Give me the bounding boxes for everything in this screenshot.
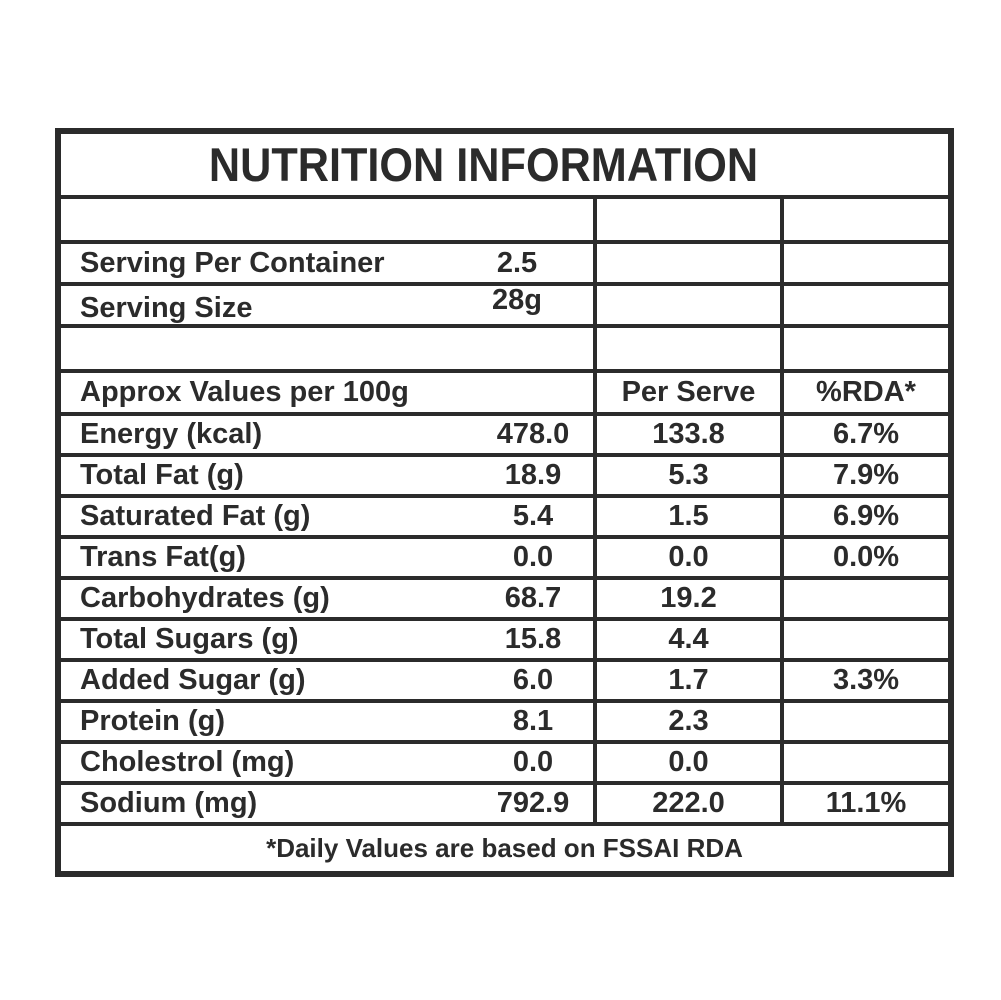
serving-size-label: Serving Size <box>80 291 253 324</box>
nutrient-name-cell: Trans Fat(g) 0.0 <box>56 535 597 580</box>
per-serve-value: 1.5 <box>593 494 784 539</box>
nutrient-name: Sodium (mg) <box>80 787 258 820</box>
nutrient-row-added-sugar: Added Sugar (g) 6.0 1.7 3.3% <box>56 658 954 703</box>
empty-cell <box>56 195 597 244</box>
nutrient-name-cell: Total Sugars (g) 15.8 <box>56 617 597 662</box>
nutrient-name-cell: Added Sugar (g) 6.0 <box>56 658 597 703</box>
nutrient-name-cell: Carbohydrates (g) 68.7 <box>56 576 597 621</box>
per-100g-value: 6.0 <box>512 664 554 697</box>
rda-value: 7.9% <box>779 453 954 498</box>
per-100g-value: 0.0 <box>512 746 554 779</box>
nutrient-row-total-fat: Total Fat (g) 18.9 5.3 7.9% <box>56 453 954 498</box>
nutrient-row-total-sugars: Total Sugars (g) 15.8 4.4 <box>56 617 954 662</box>
empty-cell <box>593 195 784 244</box>
page-title: NUTRITION INFORMATION <box>208 137 759 191</box>
nutrient-row-carbohydrates: Carbohydrates (g) 68.7 19.2 <box>56 576 954 621</box>
rda-value: 0.0% <box>779 535 954 580</box>
nutrient-row-cholestrol: Cholestrol (mg) 0.0 0.0 <box>56 740 954 785</box>
per-100g-value: 15.8 <box>504 623 562 656</box>
per-100g-value: 0.0 <box>512 541 554 574</box>
empty-cell <box>779 195 954 244</box>
nutrient-name-cell: Energy (kcal) 478.0 <box>56 412 597 457</box>
rda-value <box>779 576 954 621</box>
column-header-row: Approx Values per 100g Per Serve %RDA* <box>56 369 954 416</box>
nutrient-name: Protein (g) <box>80 705 225 738</box>
serving-per-container-label: Serving Per Container <box>80 246 385 279</box>
empty-cell <box>56 324 597 373</box>
per-100g-value: 68.7 <box>504 582 562 615</box>
per-serve-value: 4.4 <box>593 617 784 662</box>
nutrient-row-protein: Protein (g) 8.1 2.3 <box>56 699 954 744</box>
empty-cell <box>593 240 784 286</box>
rda-value <box>779 617 954 662</box>
per-serve-value: 133.8 <box>593 412 784 457</box>
nutrient-name-cell: Total Fat (g) 18.9 <box>56 453 597 498</box>
column-header-per-serve: Per Serve <box>593 369 784 416</box>
nutrient-name-cell: Cholestrol (mg) 0.0 <box>56 740 597 785</box>
nutrient-name: Energy (kcal) <box>80 418 263 451</box>
per-serve-value: 2.3 <box>593 699 784 744</box>
per-100g-value: 792.9 <box>496 787 570 820</box>
footnote-text: *Daily Values are based on FSSAI RDA <box>55 822 954 876</box>
per-100g-value: 18.9 <box>504 459 562 492</box>
per-100g-value: 8.1 <box>512 705 554 738</box>
nutrition-table: NUTRITION INFORMATION Serving Per Contai… <box>55 128 955 877</box>
serving-per-container-row: Serving Per Container 2.5 <box>56 240 954 286</box>
nutrient-row-trans-fat: Trans Fat(g) 0.0 0.0 0.0% <box>56 535 954 580</box>
serving-size-cell: Serving Size 28g <box>56 282 597 328</box>
nutrient-name: Trans Fat(g) <box>80 541 246 574</box>
nutrient-name: Carbohydrates (g) <box>80 582 330 615</box>
column-header-approx-values-label: Approx Values per 100g <box>80 376 409 409</box>
empty-cell <box>779 324 954 373</box>
spacer-row <box>56 195 954 244</box>
rda-value: 3.3% <box>779 658 954 703</box>
rda-value <box>779 699 954 744</box>
nutrient-name: Saturated Fat (g) <box>80 500 311 533</box>
per-100g-value: 478.0 <box>496 418 570 451</box>
empty-cell <box>779 282 954 328</box>
nutrient-row-sodium: Sodium (mg) 792.9 222.0 11.1% <box>56 781 954 826</box>
per-serve-value: 0.0 <box>593 535 784 580</box>
footnote-row: *Daily Values are based on FSSAI RDA <box>55 822 954 876</box>
empty-cell <box>593 282 784 328</box>
nutrient-name: Total Fat (g) <box>80 459 244 492</box>
serving-per-container-cell: Serving Per Container 2.5 <box>56 240 597 286</box>
column-header-approx-values: Approx Values per 100g <box>56 369 597 416</box>
nutrient-name: Cholestrol (mg) <box>80 746 295 779</box>
title-row: NUTRITION INFORMATION <box>55 129 954 199</box>
per-serve-value: 5.3 <box>593 453 784 498</box>
spacer-row <box>56 324 954 373</box>
nutrient-row-energy: Energy (kcal) 478.0 133.8 6.7% <box>56 412 954 457</box>
nutrient-name-cell: Sodium (mg) 792.9 <box>56 781 597 826</box>
nutrient-name: Added Sugar (g) <box>80 664 306 697</box>
nutrient-name: Total Sugars (g) <box>80 623 299 656</box>
empty-cell <box>593 324 784 373</box>
nutrient-name-cell: Saturated Fat (g) 5.4 <box>56 494 597 539</box>
per-100g-value: 5.4 <box>512 500 554 533</box>
per-serve-value: 19.2 <box>593 576 784 621</box>
per-serve-value: 222.0 <box>593 781 784 826</box>
rda-value: 11.1% <box>779 781 954 826</box>
title-cell: NUTRITION INFORMATION <box>55 129 954 199</box>
serving-size-row: Serving Size 28g <box>56 282 954 328</box>
per-serve-value: 0.0 <box>593 740 784 785</box>
rda-value: 6.7% <box>779 412 954 457</box>
empty-cell <box>779 240 954 286</box>
rda-value: 6.9% <box>779 494 954 539</box>
rda-value <box>779 740 954 785</box>
nutrient-row-saturated-fat: Saturated Fat (g) 5.4 1.5 6.9% <box>56 494 954 539</box>
serving-size-value: 28g <box>492 283 542 316</box>
serving-per-container-value: 2.5 <box>496 246 538 279</box>
column-header-rda: %RDA* <box>779 369 954 416</box>
per-serve-value: 1.7 <box>593 658 784 703</box>
nutrient-name-cell: Protein (g) 8.1 <box>56 699 597 744</box>
